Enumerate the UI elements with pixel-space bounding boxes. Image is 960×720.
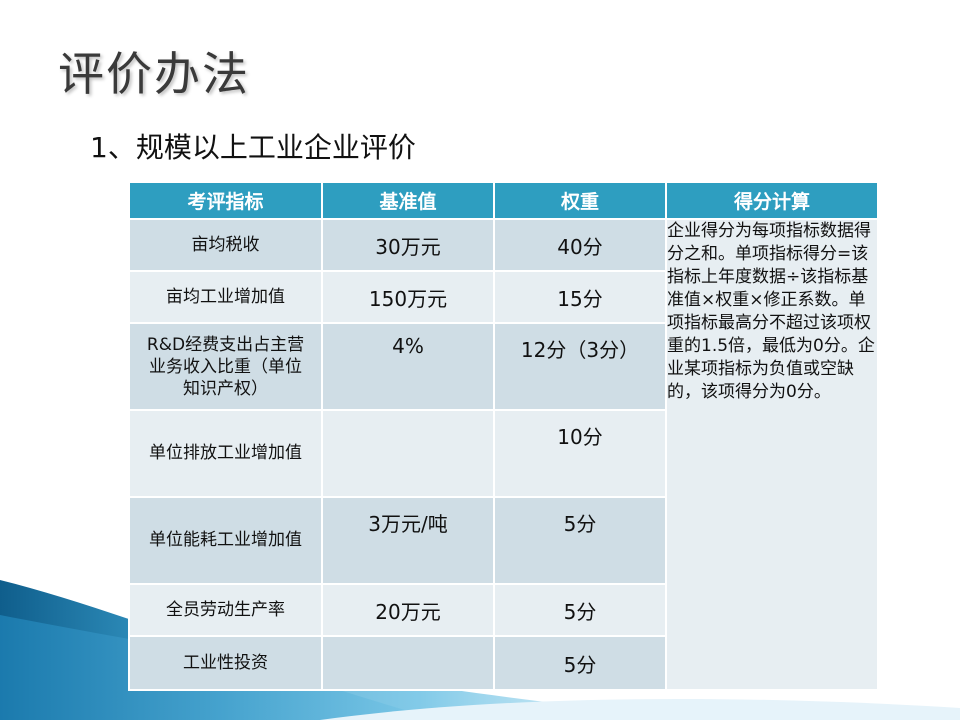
header-indicator: 考评指标	[128, 181, 323, 220]
weight-cell: 5分	[493, 635, 667, 691]
table-row: 亩均工业增加值 150万元 15分	[128, 270, 878, 324]
indicator-cell: 单位排放工业增加值	[128, 409, 323, 498]
header-score-calc: 得分计算	[665, 181, 879, 220]
section-subtitle: 1、规模以上工业企业评价	[90, 131, 416, 164]
table-row: 单位能耗工业增加值 3万元/吨 5分	[128, 496, 878, 585]
weight-cell: 10分	[493, 409, 667, 498]
indicator-label: 单位能耗工业增加值	[149, 530, 302, 550]
table-row: R&D经费支出占主营业务收入比重（单位知识产权） 4% 12分（3分）	[128, 322, 878, 411]
baseline-cell: 150万元	[321, 270, 495, 324]
table-row: 全员劳动生产率 20万元 5分	[128, 583, 878, 637]
weight-cell: 5分	[493, 496, 667, 585]
baseline-cell: 3万元/吨	[321, 496, 495, 585]
weight-cell: 5分	[493, 583, 667, 637]
weight-cell: 12分（3分）	[493, 322, 667, 411]
table-row: 亩均税收 30万元 40分 企业得分为每项指标数据得分之和。单项指标得分=该指标…	[128, 218, 879, 691]
baseline-cell	[321, 409, 495, 498]
table-header-row: 考评指标 基准值 权重 得分计算	[128, 181, 879, 220]
baseline-cell	[321, 635, 495, 691]
baseline-cell: 30万元	[321, 218, 495, 272]
weight-cell: 15分	[493, 270, 667, 324]
indicator-cell: 工业性投资	[128, 635, 323, 691]
header-baseline: 基准值	[321, 181, 495, 220]
weight-cell: 40分	[493, 218, 667, 272]
decorative-wave	[0, 580, 960, 720]
indicator-cell: 单位能耗工业增加值	[128, 496, 323, 585]
indicator-label: 单位排放工业增加值	[149, 443, 302, 463]
score-calc-cell: 企业得分为每项指标数据得分之和。单项指标得分=该指标上年度数据÷该指标基准值×权…	[665, 218, 879, 691]
baseline-cell: 4%	[321, 322, 495, 411]
evaluation-table: 考评指标 基准值 权重 得分计算 亩均税收 30万元 40分 企业得分为每项指标…	[128, 181, 879, 691]
table-row: 单位排放工业增加值 10分	[128, 409, 878, 498]
indicator-cell: 亩均工业增加值	[128, 270, 323, 324]
slide-title: 评价办法	[58, 47, 250, 101]
indicator-label: R&D经费支出占主营业务收入比重（单位知识产权）	[146, 334, 305, 399]
indicator-cell: R&D经费支出占主营业务收入比重（单位知识产权）	[128, 322, 323, 411]
score-calc-text: 企业得分为每项指标数据得分之和。单项指标得分=该指标上年度数据÷该指标基准值×权…	[667, 221, 875, 402]
indicator-cell: 全员劳动生产率	[128, 583, 323, 637]
indicator-cell: 亩均税收	[128, 218, 323, 272]
table-row: 工业性投资 5分	[128, 635, 878, 691]
header-weight: 权重	[493, 181, 667, 220]
baseline-cell: 20万元	[321, 583, 495, 637]
